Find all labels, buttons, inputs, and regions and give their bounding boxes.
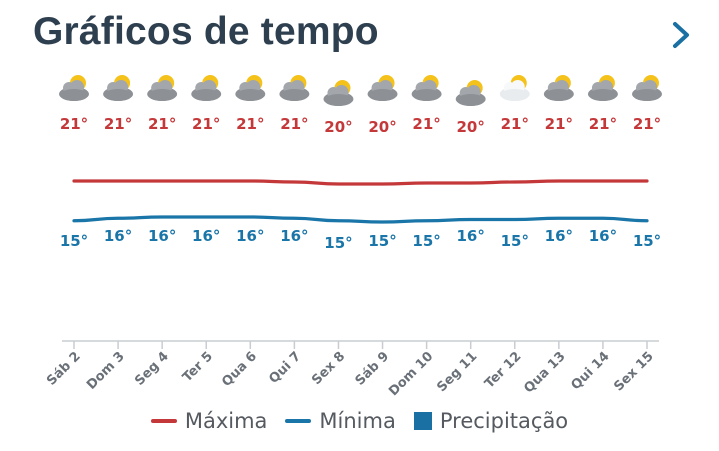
page-title: Gráficos de tempo <box>33 10 379 53</box>
series-line-min <box>72 215 649 224</box>
min-temp-label: 16° <box>545 227 573 245</box>
x-tick-label: Sáb 2 <box>44 349 84 389</box>
max-temp-label: 21° <box>104 115 132 133</box>
x-tick-label: Ter 5 <box>180 349 216 385</box>
max-temp-label: 21° <box>633 115 661 133</box>
legend-label-max: Máxima <box>184 409 268 433</box>
x-tick-label: Seg 4 <box>132 349 172 389</box>
partly-cloudy-icon <box>59 75 89 101</box>
partly-cloudy-icon <box>411 75 442 101</box>
partly-cloudy-icon <box>367 75 398 101</box>
min-temp-label: 15° <box>633 232 661 250</box>
max-temp-label: 20° <box>368 118 396 136</box>
max-temp-label: 21° <box>412 115 440 133</box>
max-temp-label: 21° <box>589 115 617 133</box>
partly-cloudy-icon <box>103 75 134 101</box>
min-temp-label: 15° <box>412 232 440 250</box>
x-tick-label: Dom 10 <box>386 349 436 399</box>
legend-swatch-max <box>150 419 177 423</box>
min-temp-label: 16° <box>280 227 308 245</box>
legend-item-max[interactable]: Máxima <box>150 409 268 433</box>
partly-cloudy-icon <box>323 80 354 106</box>
min-temp-label: 16° <box>104 227 132 245</box>
partly-cloudy-icon <box>235 75 266 101</box>
chart-legend: Máxima Mínima Precipitação <box>0 409 719 433</box>
partly-cloudy-icon <box>543 75 574 101</box>
legend-swatch-precip <box>413 412 432 430</box>
max-temp-label: 21° <box>236 115 264 133</box>
max-temp-label: 21° <box>280 115 308 133</box>
x-tick-label: Sex 15 <box>611 349 656 394</box>
min-temp-label: 16° <box>148 227 176 245</box>
x-tick-label: Sex 8 <box>309 349 348 388</box>
min-temp-label: 16° <box>457 227 485 245</box>
x-tick-label: Qui 14 <box>569 349 613 393</box>
partly-cloudy-icon <box>632 75 662 101</box>
max-temp-label: 21° <box>545 115 573 133</box>
partly-cloudy-icon <box>587 75 618 101</box>
partly-cloudy-icon <box>279 75 310 101</box>
x-tick-label: Qua 13 <box>521 349 568 396</box>
legend-label-precip: Precipitação <box>439 409 569 433</box>
legend-item-min[interactable]: Mínima <box>285 409 396 433</box>
legend-swatch-min <box>285 419 312 423</box>
min-temp-label: 15° <box>501 232 529 250</box>
max-temp-label: 21° <box>148 115 176 133</box>
partly-cloudy-icon <box>191 75 222 101</box>
x-tick-label: Qua 6 <box>219 349 260 390</box>
x-tick-label: Dom 3 <box>84 349 128 393</box>
min-temp-label: 15° <box>324 234 352 252</box>
min-temp-label: 15° <box>60 232 88 250</box>
max-temp-label: 21° <box>501 115 529 133</box>
min-temp-label: 16° <box>589 227 617 245</box>
chevron-right-icon[interactable] <box>667 18 695 52</box>
legend-item-precip[interactable]: Precipitação <box>413 409 569 433</box>
max-temp-label: 21° <box>192 115 220 133</box>
series-line-max <box>72 179 649 186</box>
partly-cloudy-icon <box>455 80 486 106</box>
x-tick-label: Ter 12 <box>482 349 524 391</box>
min-temp-label: 15° <box>368 232 396 250</box>
x-tick-label: Seg 11 <box>434 349 480 395</box>
x-tick-label: Sáb 9 <box>353 349 393 389</box>
weather-chart: Sáb 2 Dom 3 Seg 4 Ter 5 Qua 6 Qui 7 Sex 8 Sáb 9… <box>44 75 662 399</box>
max-temp-label: 21° <box>60 115 88 133</box>
min-temp-label: 16° <box>192 227 220 245</box>
partly-cloudy-icon <box>147 75 178 101</box>
legend-label-min: Mínima <box>319 409 396 433</box>
max-temp-label: 20° <box>457 118 485 136</box>
x-tick-label: Qui 7 <box>266 349 304 387</box>
max-temp-label: 20° <box>324 118 352 136</box>
min-temp-label: 16° <box>236 227 264 245</box>
sun-cloud-light-icon <box>499 75 530 101</box>
